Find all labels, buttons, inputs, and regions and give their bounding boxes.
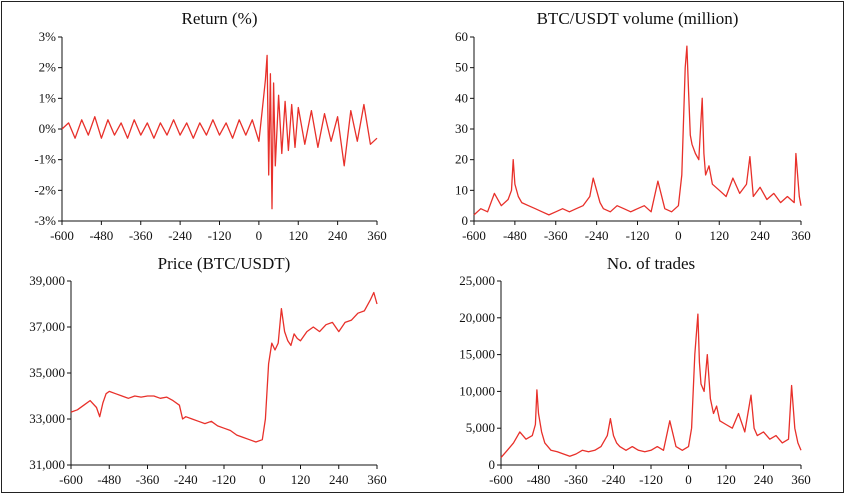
x-tick-label: 240 — [328, 228, 348, 243]
chart-panel-1: Return (%)-3%-2%-1%0%1%2%3%-600 -480 -360-… — [34, 9, 386, 243]
y-tick-label: 50 — [455, 60, 468, 75]
x-tick-label: -360 — [136, 472, 160, 487]
x-tick-label: 360 — [367, 472, 387, 487]
x-tick-label: 0 — [256, 228, 263, 243]
chart-panel-4: No. of trades 0 5,000 10,000 15,000 20,000 25,… — [459, 254, 811, 487]
x-tick-label: -360 — [564, 472, 588, 487]
y-tick-label: 2% — [39, 60, 57, 75]
x-tick-label: 360 — [791, 228, 811, 243]
y-tick-label: 5,000 — [466, 420, 495, 435]
y-tick-label: 0 — [489, 457, 496, 472]
y-tick-label: 1% — [39, 90, 57, 105]
y-tick-label: -3% — [34, 213, 56, 228]
x-tick-label: -600 — [59, 472, 83, 487]
y-tick-label: 33,000 — [29, 411, 65, 426]
chart-panel-3: Price (BTC/USDT) 31,000 33,000 35,000 37,000… — [29, 254, 387, 487]
x-tick-label: -120 — [626, 228, 650, 243]
chart-title: Price (BTC/USDT) — [158, 254, 291, 273]
x-tick-label: 240 — [329, 472, 349, 487]
y-tick-label: 25,000 — [459, 273, 495, 288]
y-tick-label: 10 — [455, 182, 468, 197]
x-tick-label: -480 — [97, 472, 121, 487]
x-tick-label: -240 — [168, 228, 192, 243]
y-tick-label: 3% — [39, 29, 57, 44]
x-tick-label: -480 — [89, 228, 113, 243]
x-tick-label: 0 — [675, 228, 682, 243]
x-tick-label: 120 — [291, 472, 311, 487]
y-tick-label: 30 — [455, 121, 468, 136]
x-tick-label: -120 — [212, 472, 236, 487]
x-tick-label: -120 — [639, 472, 663, 487]
x-tick-label: -120 — [208, 228, 232, 243]
x-tick-label: -240 — [174, 472, 198, 487]
x-tick-label: 0 — [685, 472, 692, 487]
y-tick-label: 31,000 — [29, 457, 65, 472]
x-tick-label: 240 — [754, 472, 774, 487]
y-tick-label: 0 — [462, 213, 469, 228]
x-tick-label: -360 — [129, 228, 153, 243]
x-tick-label: 240 — [750, 228, 770, 243]
y-tick-label: 37,000 — [29, 319, 65, 334]
series-line-1 — [61, 54, 378, 210]
x-tick-label: -240 — [602, 472, 626, 487]
y-tick-label: 35,000 — [29, 365, 65, 380]
chart-title: BTC/USDT volume (million) — [537, 9, 739, 28]
x-tick-label: -240 — [585, 228, 609, 243]
series-line-1 — [473, 45, 802, 216]
x-tick-label: -480 — [503, 228, 527, 243]
x-tick-label: 360 — [791, 472, 811, 487]
x-tick-label: 0 — [259, 472, 266, 487]
y-tick-label: 0% — [39, 121, 57, 136]
x-tick-label: -600 — [50, 228, 74, 243]
x-tick-label: 360 — [367, 228, 387, 243]
y-tick-label: 60 — [455, 29, 468, 44]
series-line-1 — [500, 313, 802, 459]
y-tick-label: 20 — [455, 152, 468, 167]
series-line-1 — [70, 291, 378, 443]
y-tick-label: 39,000 — [29, 273, 65, 288]
x-tick-label: -600 — [489, 472, 513, 487]
y-tick-label: 20,000 — [459, 310, 495, 325]
y-tick-label: 10,000 — [459, 383, 495, 398]
y-tick-label: -1% — [34, 152, 56, 167]
y-tick-label: -2% — [34, 182, 56, 197]
x-tick-label: -480 — [527, 472, 551, 487]
chart-title: Return (%) — [181, 9, 257, 28]
chart-panel-2: BTC/USDT volume (million) 0 10 20 30 40 50 60 -6… — [455, 9, 811, 243]
chart-title: No. of trades — [607, 254, 695, 273]
x-tick-label: 120 — [716, 472, 736, 487]
y-tick-label: 15,000 — [459, 347, 495, 362]
x-tick-label: 120 — [710, 228, 730, 243]
y-tick-label: 40 — [455, 90, 468, 105]
x-tick-label: -600 — [462, 228, 486, 243]
x-tick-label: 120 — [289, 228, 309, 243]
x-tick-label: -360 — [544, 228, 568, 243]
